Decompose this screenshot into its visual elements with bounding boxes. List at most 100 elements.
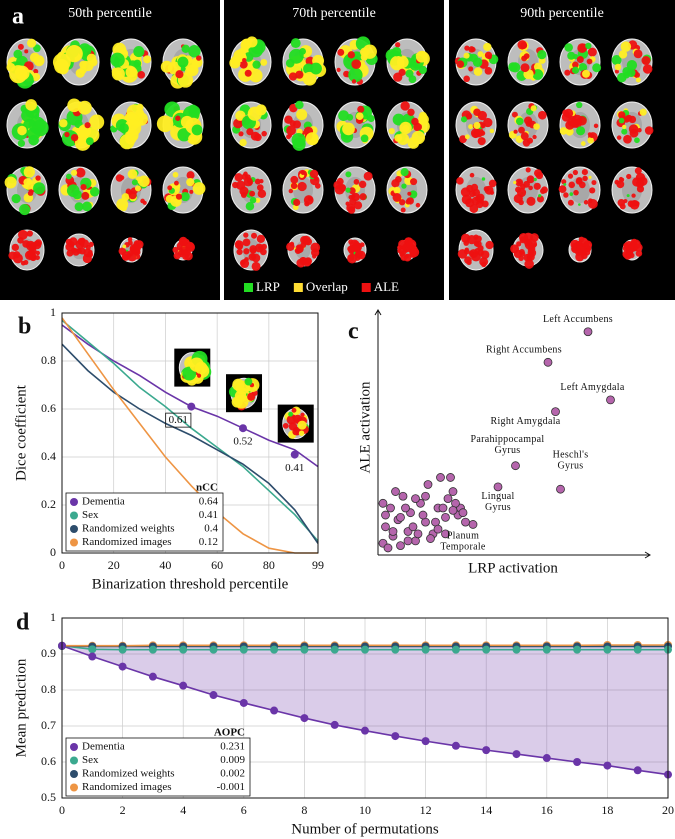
activation [310,242,321,253]
legend-value: 0.231 [220,741,245,753]
point [551,407,560,417]
legend-swatch [244,283,253,292]
activation [391,179,400,188]
activation [289,241,295,247]
x-tick-label: 20 [108,558,120,572]
activation [353,201,363,210]
activation [242,58,247,63]
activation [177,128,191,142]
x-axis-label: Number of permutations [291,821,439,837]
activation [469,250,475,256]
point [118,662,127,671]
activation [302,71,317,86]
activation [177,250,183,256]
point-label: Heschl's [553,449,589,460]
panel-label: c [348,319,359,345]
activation [11,243,20,252]
x-tick-label: 4 [180,803,186,817]
activation [186,177,195,187]
legend-box [65,492,224,552]
activation [86,53,97,63]
point [386,503,395,513]
panel-label: b [18,314,31,340]
activation [136,103,144,111]
activation [576,56,584,64]
activation [305,132,319,146]
panel-label: a [12,4,24,30]
activation [571,66,580,74]
activation [235,110,246,121]
x-tick-label: 16 [541,803,553,817]
activation [395,42,401,48]
point [88,645,97,654]
activation [196,55,202,61]
point [448,505,458,515]
activation [417,113,429,125]
activation [559,127,568,135]
point-label: Gyrus [558,460,584,471]
activation [513,180,517,185]
point [426,534,435,543]
activation [24,49,29,54]
activation [191,124,203,136]
activation [34,255,40,261]
point [443,494,453,504]
activation [396,56,409,68]
activation [254,133,262,142]
activation [481,200,489,208]
activation [180,191,190,202]
legend-label: Randomized images [82,536,172,548]
activation [131,179,138,186]
activation [191,60,200,69]
activation [392,113,405,126]
activation [282,422,289,429]
activation [188,45,201,58]
activation [409,190,418,199]
activation [256,234,266,243]
activation [160,60,173,73]
activation [572,243,577,248]
point [482,746,491,755]
point [330,720,339,729]
y-tick-label: 0.5 [41,790,56,804]
legend-swatch [361,283,371,292]
activation [611,54,622,66]
activation [238,131,244,137]
point [209,691,218,700]
activation [360,134,369,143]
activation [243,177,253,187]
legend-label: Randomized images [82,781,172,793]
y-tick-label: 1 [50,305,56,319]
x-tick-label: 60 [211,558,223,572]
legend-value: -0.001 [217,781,245,793]
activation [591,180,597,186]
activation [626,194,630,198]
activation [290,38,301,49]
y-tick-label: 1 [50,610,56,624]
activation [618,111,626,119]
activation [564,69,571,76]
point [512,750,521,759]
activation [472,188,481,197]
point [421,491,430,501]
activation [28,116,46,134]
point [179,681,188,690]
activation [243,248,250,255]
activation [359,193,367,201]
activation [397,133,410,146]
activation [400,168,409,177]
point [396,513,405,522]
activation [337,48,345,56]
activation [567,173,574,179]
activation [580,141,586,146]
activation [475,200,484,209]
activation [358,180,367,189]
point [458,508,468,518]
point [413,529,423,539]
activation [569,192,574,197]
activation [585,42,592,50]
activation [526,196,536,206]
activation [537,50,547,60]
activation [242,238,251,247]
activation [175,70,184,79]
